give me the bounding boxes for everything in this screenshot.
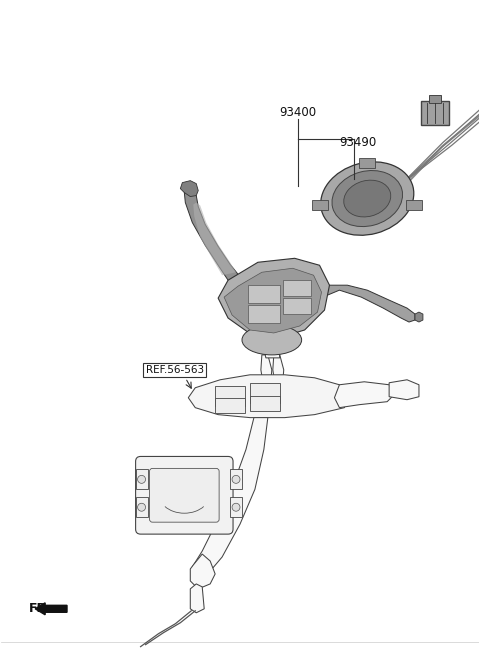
Bar xyxy=(312,200,328,210)
Text: FR.: FR. xyxy=(29,602,52,615)
Bar xyxy=(230,470,242,489)
Bar xyxy=(136,497,147,517)
Polygon shape xyxy=(224,268,322,333)
Bar xyxy=(248,285,280,303)
Polygon shape xyxy=(273,355,284,395)
Polygon shape xyxy=(192,418,268,577)
FancyBboxPatch shape xyxy=(136,457,233,534)
Polygon shape xyxy=(261,355,272,395)
Polygon shape xyxy=(262,338,280,358)
Bar xyxy=(136,470,147,489)
Polygon shape xyxy=(324,285,415,322)
Polygon shape xyxy=(188,375,349,418)
Circle shape xyxy=(232,476,240,483)
Text: REF.56-563: REF.56-563 xyxy=(145,365,204,375)
Bar xyxy=(250,396,280,411)
Polygon shape xyxy=(193,203,236,276)
Bar xyxy=(248,305,280,323)
Circle shape xyxy=(232,503,240,511)
Bar xyxy=(215,398,245,413)
Bar xyxy=(230,497,242,517)
Bar xyxy=(421,101,449,125)
Bar xyxy=(283,280,311,296)
Bar xyxy=(215,386,245,405)
Polygon shape xyxy=(184,191,238,282)
Ellipse shape xyxy=(242,325,301,355)
Ellipse shape xyxy=(332,171,403,226)
Polygon shape xyxy=(415,312,423,322)
FancyBboxPatch shape xyxy=(150,468,219,522)
Text: 93490: 93490 xyxy=(339,136,377,149)
Bar xyxy=(429,95,441,103)
Polygon shape xyxy=(389,380,419,400)
Bar xyxy=(406,200,422,210)
Polygon shape xyxy=(190,554,215,589)
Text: 93400: 93400 xyxy=(279,106,316,119)
Bar xyxy=(360,157,375,168)
Bar xyxy=(250,382,280,403)
Polygon shape xyxy=(218,258,329,338)
FancyArrow shape xyxy=(35,603,67,615)
Polygon shape xyxy=(190,584,204,613)
Ellipse shape xyxy=(321,162,414,236)
Circle shape xyxy=(138,476,145,483)
Circle shape xyxy=(138,503,145,511)
Ellipse shape xyxy=(344,180,391,217)
Bar xyxy=(283,298,311,314)
Polygon shape xyxy=(335,382,394,407)
Polygon shape xyxy=(180,180,198,197)
